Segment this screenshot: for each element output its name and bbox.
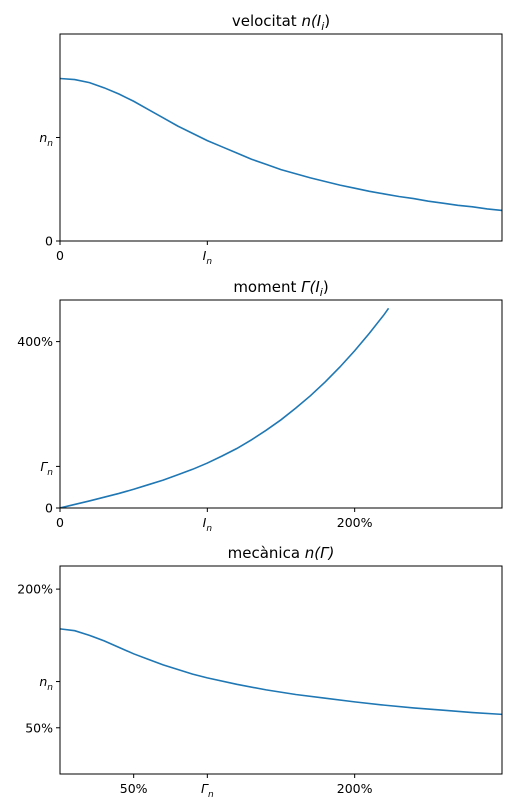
y-tick-label: 200% (17, 582, 53, 597)
chart-title: velocitat n(Ii) (232, 12, 330, 33)
y-tick-label: 0 (45, 234, 53, 249)
chart-panel-3: 50% Γn 200% 50% nn 200% mecànica n(Γ) (17, 544, 503, 800)
series-line-3-1 (60, 628, 502, 716)
series-line-2-1 (60, 307, 390, 508)
x-tick-label: 200% (337, 515, 373, 530)
x-tick-label: 0 (56, 515, 64, 530)
y-tick-label: nn (39, 130, 53, 149)
plot-frame (59, 565, 503, 775)
x-tick-label: In (203, 515, 213, 534)
chart-title: mecànica n(Γ) (228, 544, 335, 562)
plot-frame (59, 33, 503, 242)
x-tick-label: 0 (56, 248, 64, 263)
y-tick-label: 0 (45, 501, 53, 516)
x-tick-label: 50% (120, 781, 148, 796)
series-line-1-1 (60, 77, 502, 212)
chart-title: moment Γ(Ii) (233, 278, 328, 299)
y-tick-label: 50% (25, 720, 53, 735)
chart-panel-1: 0 In 0 nn velocitat n(Ii) (39, 12, 503, 267)
y-tick-label: nn (39, 674, 53, 693)
plot-frame (59, 299, 503, 509)
x-tick-label: In (203, 248, 213, 267)
x-tick-label: Γn (201, 781, 214, 800)
chart-panel-2: 0 In 200% 0 Γn 400% moment Γ(Ii) (17, 278, 503, 534)
y-tick-label: Γn (40, 459, 53, 478)
x-tick-label: 200% (337, 781, 373, 796)
y-tick-label: 400% (17, 334, 53, 349)
